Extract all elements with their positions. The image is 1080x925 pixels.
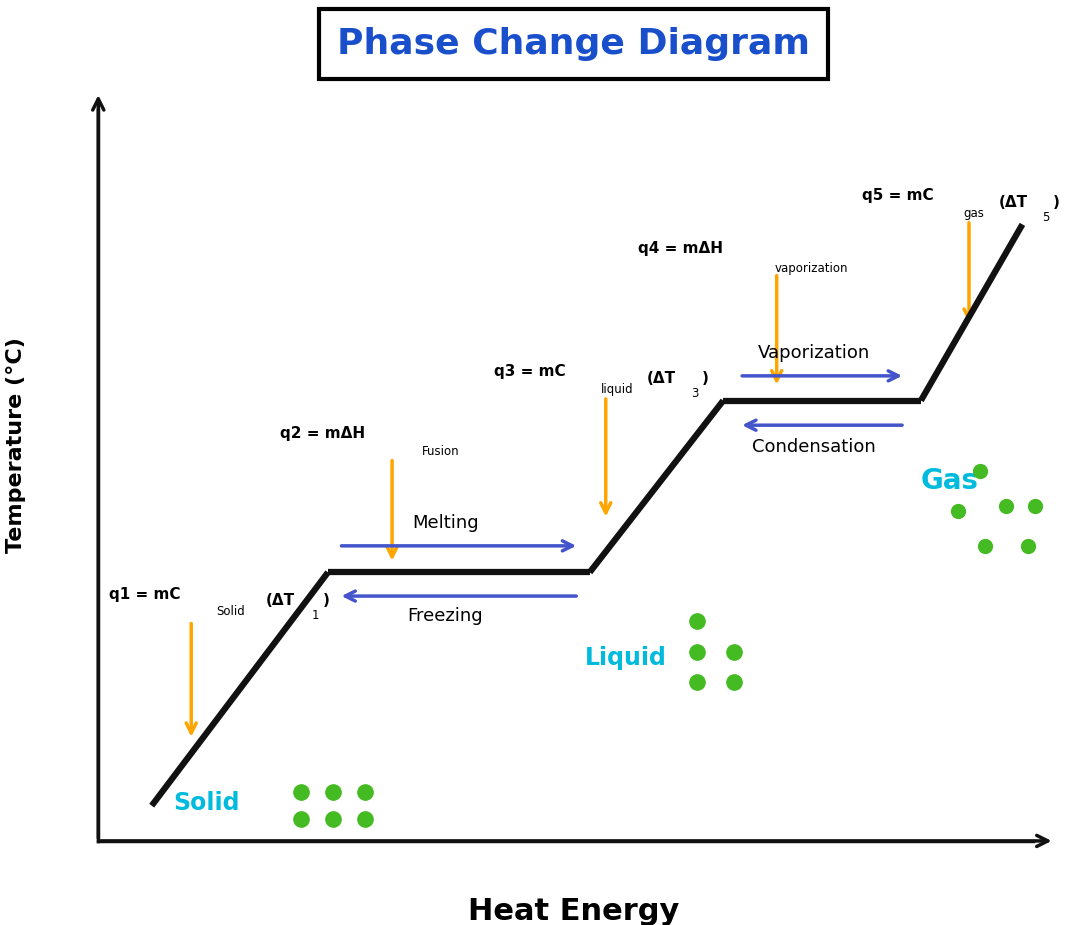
Text: vaporization: vaporization — [774, 262, 848, 275]
Point — [356, 785, 374, 800]
Point — [325, 785, 342, 800]
Point — [688, 613, 705, 628]
Text: q5 = mC: q5 = mC — [862, 188, 934, 203]
Text: (ΔT: (ΔT — [646, 371, 675, 386]
Point — [293, 785, 310, 800]
Text: q1 = mC: q1 = mC — [109, 586, 180, 601]
Point — [726, 644, 743, 659]
Point — [688, 644, 705, 659]
Point — [971, 463, 988, 478]
Text: Condensation: Condensation — [752, 438, 876, 456]
Text: gas: gas — [963, 207, 985, 220]
Text: Solid: Solid — [173, 791, 240, 815]
Text: Heat Energy: Heat Energy — [468, 897, 679, 925]
Point — [293, 811, 310, 826]
Text: Temperature (°C): Temperature (°C) — [6, 337, 26, 552]
Point — [726, 675, 743, 690]
Text: Vaporization: Vaporization — [758, 344, 870, 363]
Text: ): ) — [323, 593, 329, 608]
Point — [949, 503, 967, 518]
Point — [998, 499, 1015, 513]
Text: Melting: Melting — [413, 514, 478, 532]
Point — [1020, 538, 1037, 553]
Text: Solid: Solid — [216, 605, 244, 618]
Text: ): ) — [1052, 195, 1059, 210]
Text: 5: 5 — [1041, 211, 1049, 224]
Point — [356, 811, 374, 826]
Text: liquid: liquid — [600, 384, 633, 397]
Text: (ΔT: (ΔT — [999, 195, 1028, 210]
Point — [325, 811, 342, 826]
Text: Fusion: Fusion — [422, 445, 460, 458]
Point — [976, 538, 994, 553]
Text: ): ) — [702, 371, 708, 386]
Text: (ΔT: (ΔT — [266, 593, 295, 608]
Text: Gas: Gas — [921, 466, 978, 495]
Text: q2 = mΔH: q2 = mΔH — [280, 426, 365, 440]
Text: 1: 1 — [312, 609, 320, 622]
Text: Freezing: Freezing — [407, 607, 484, 624]
Text: q4 = mΔH: q4 = mΔH — [638, 240, 723, 255]
Text: 3: 3 — [691, 387, 699, 400]
Text: Liquid: Liquid — [584, 646, 666, 670]
Point — [1027, 499, 1044, 513]
Point — [688, 675, 705, 690]
Text: Phase Change Diagram: Phase Change Diagram — [337, 27, 810, 61]
Text: q3 = mC: q3 = mC — [494, 364, 565, 379]
